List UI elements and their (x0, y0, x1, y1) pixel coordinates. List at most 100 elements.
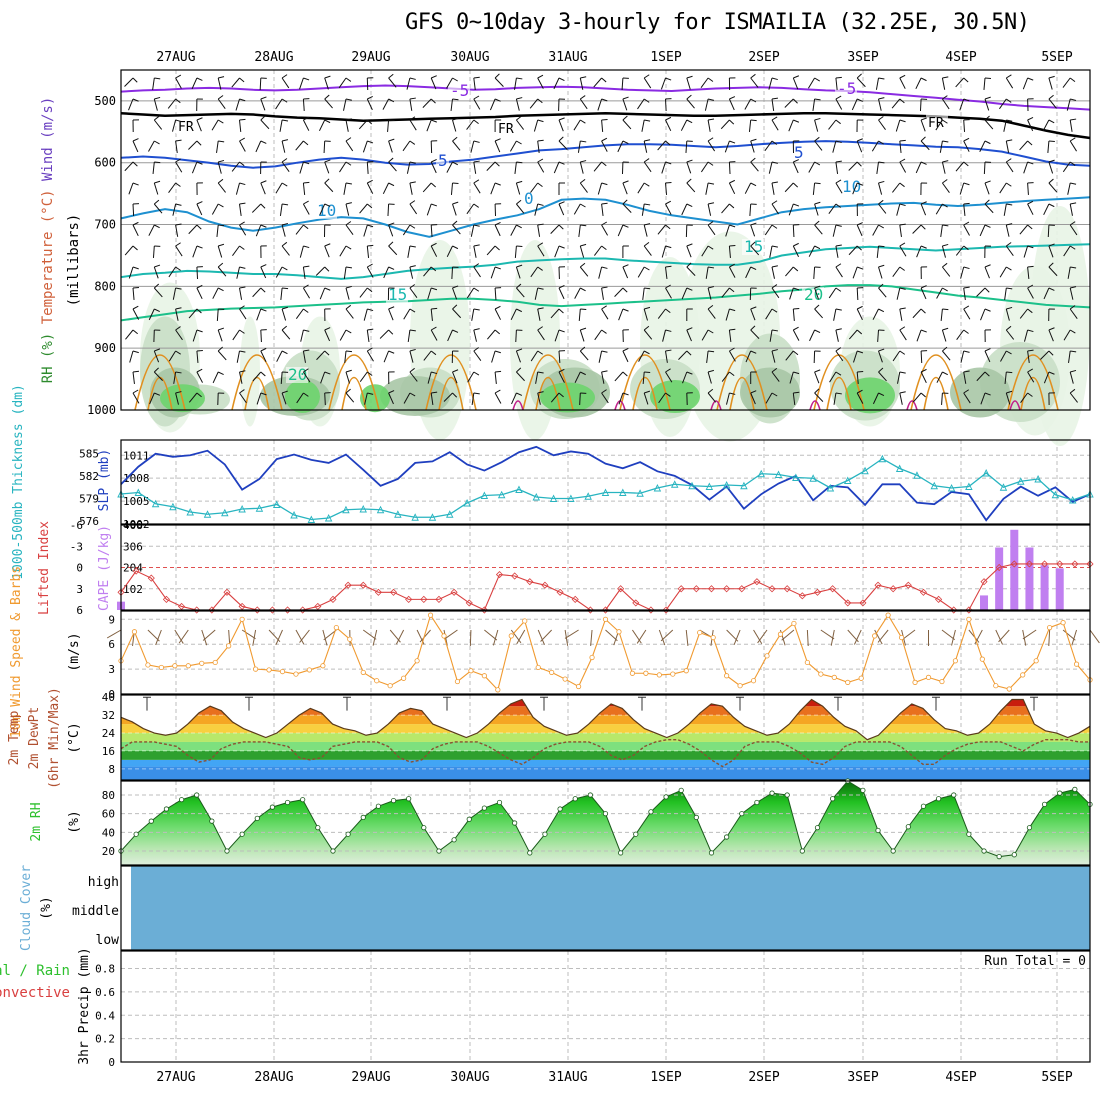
wind-barb (643, 140, 648, 153)
wind-barb (678, 350, 688, 360)
wind-barb-flag (345, 285, 352, 289)
wind-barb-flag (601, 329, 607, 334)
wind-barb (984, 182, 990, 195)
wind-barb (704, 98, 709, 111)
wind-barb (318, 119, 326, 132)
cape-tick-label: 102 (123, 583, 143, 596)
cape-bar (1040, 565, 1049, 610)
wind-barb-flag (303, 140, 309, 146)
wind10m-point (643, 670, 649, 676)
wind-barb-flag (963, 286, 970, 289)
li-point (1086, 560, 1094, 568)
date-label-bottom: 3SEP (847, 1070, 878, 1085)
wind-barb (345, 308, 354, 319)
wind-barb (153, 203, 163, 214)
wind10m-barb (757, 629, 768, 644)
wind-barb (976, 371, 986, 382)
wind-barb (388, 224, 394, 237)
wind-barb-flag (814, 245, 821, 250)
magenta-contour (512, 400, 524, 411)
li-point (738, 585, 746, 593)
wind10m-point (1033, 658, 1039, 664)
wind-barb-flag (153, 115, 160, 121)
li-point (844, 599, 852, 607)
wind-barb (1062, 161, 1071, 173)
wind10m-barb (941, 629, 956, 641)
wind-barb-flag (878, 348, 885, 352)
wind-barb (211, 119, 219, 131)
wind-barb-flag (963, 98, 970, 102)
wind-barb (537, 140, 540, 153)
wind-barb-flag (1027, 368, 1034, 373)
wind-barb-flag (942, 327, 949, 331)
wind-barb (899, 245, 907, 257)
contour-label-bg (742, 239, 764, 255)
precip-total-label: Total / Rain (0, 963, 70, 979)
wind-barb-flag (899, 307, 906, 310)
cloud-fill (131, 866, 1090, 950)
panel-frame (120, 865, 1091, 951)
wind-barb (1005, 308, 1010, 321)
wind-barb-flag (622, 140, 629, 144)
rh-point (724, 834, 730, 840)
wind-barb-flag (345, 329, 352, 334)
contour-label-bg (840, 179, 862, 195)
wind-barb-flag (729, 224, 736, 228)
wind-barb-flag (835, 160, 842, 163)
temp-band (121, 766, 1090, 780)
wind-barb-flag (1006, 390, 1013, 394)
wind-barb-flag (601, 350, 608, 353)
wind-barb-flag (644, 371, 651, 374)
magenta-contour (1009, 400, 1021, 411)
panel-frame (120, 524, 1091, 611)
wind-barb-flag (814, 388, 820, 394)
wind-barb (642, 287, 645, 300)
wind-barb-flag (388, 98, 395, 103)
wind-barb-flag (154, 161, 161, 164)
wind-barb (1027, 287, 1034, 299)
wind-barb-flag (1006, 350, 1012, 355)
wind-barb (835, 98, 843, 110)
wind-barb (343, 182, 347, 195)
wind-barb (153, 98, 158, 111)
contour-label: 20 (288, 365, 307, 384)
wind-barb (281, 245, 290, 256)
wind-barb-flag (558, 285, 565, 289)
wind-barb (471, 392, 475, 405)
wind-barb (856, 287, 859, 301)
thickness-point (307, 515, 316, 523)
wind-barb-flag (644, 139, 651, 142)
wind-barb-flag (856, 73, 862, 79)
wind-barb (706, 350, 709, 363)
wind-barb (550, 392, 560, 403)
wind-barb-flag (793, 159, 799, 163)
thickness-point (774, 470, 783, 478)
wind-barb (1019, 140, 1028, 151)
wind-barb (423, 266, 432, 277)
wind-barb-flag (814, 329, 821, 333)
wind-barb (196, 287, 203, 300)
wind-barb (387, 203, 390, 217)
wind-barb (878, 350, 883, 363)
wind-barb-flag (707, 388, 714, 394)
temp-line (120, 698, 1091, 741)
wind-barb (601, 308, 609, 320)
wind-barb-flag (920, 329, 927, 333)
wind-barb-flag (1006, 266, 1012, 271)
wind-barb (959, 98, 965, 111)
wind-barb (1000, 350, 1007, 362)
wind-barb (916, 245, 922, 258)
wind10m-barb (968, 629, 980, 643)
precip-tick-label: 0.6 (95, 986, 115, 999)
wind-barb-flag (175, 119, 182, 123)
wind-barb-flag (473, 76, 480, 79)
wind-barb-flag (345, 245, 352, 250)
wind-barb-flag (920, 77, 927, 82)
wind-barb (558, 287, 565, 300)
wind-barb (750, 77, 759, 88)
wind-barb-flag (260, 203, 266, 209)
wind-barb (1043, 203, 1050, 216)
wind-barb (260, 182, 266, 195)
rh-point (466, 816, 472, 822)
wind-barb-flag (686, 159, 693, 163)
